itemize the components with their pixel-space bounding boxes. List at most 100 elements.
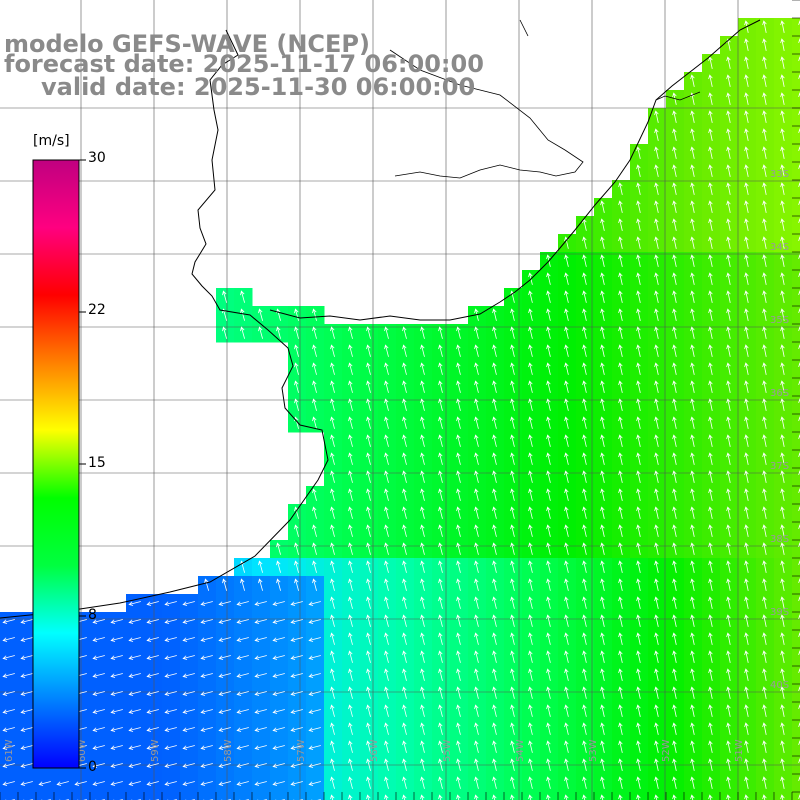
wind-arrow <box>654 578 659 591</box>
wind-arrow <box>780 704 785 717</box>
wind-arrow <box>726 470 731 483</box>
lat-label: 40S <box>770 680 789 691</box>
wind-arrow <box>690 776 695 789</box>
wind-cell <box>792 594 800 613</box>
wind-arrow <box>420 380 425 393</box>
wind-arrow <box>780 128 785 141</box>
wind-arrow <box>744 182 749 195</box>
wind-arrow <box>20 709 33 714</box>
wind-arrow <box>744 236 749 249</box>
wind-arrow <box>654 146 659 159</box>
wind-cell <box>180 792 199 800</box>
wind-arrow <box>528 434 533 447</box>
wind-arrow <box>308 709 321 714</box>
wind-arrow <box>618 254 623 267</box>
wind-arrow <box>420 686 425 699</box>
lon-label: 53W <box>588 739 599 762</box>
wind-arrow <box>366 488 371 501</box>
wind-arrow <box>744 524 749 537</box>
wind-arrow <box>564 686 569 699</box>
wind-arrow <box>492 650 497 663</box>
wind-arrow <box>636 506 641 519</box>
wind-arrow <box>744 434 749 447</box>
wind-arrow <box>762 614 767 627</box>
wind-arrow <box>582 398 587 411</box>
wind-arrow <box>672 398 677 411</box>
wind-arrow <box>492 506 497 519</box>
wind-arrow <box>726 182 731 195</box>
wind-arrow <box>654 758 659 771</box>
wind-arrow <box>654 560 659 573</box>
wind-arrow <box>528 344 533 357</box>
wind-arrow <box>672 740 677 753</box>
wind-arrow <box>510 308 515 321</box>
wind-arrow <box>726 290 731 303</box>
wind-arrow <box>438 524 443 537</box>
wind-arrow <box>402 578 407 591</box>
wind-arrow <box>564 524 569 537</box>
wind-arrow <box>582 326 587 339</box>
wind-arrow <box>330 380 335 393</box>
wind-arrow <box>308 691 321 696</box>
wind-arrow <box>182 763 195 768</box>
wind-cell <box>234 792 253 800</box>
lat-label: 35S <box>770 315 789 326</box>
wind-arrow <box>636 236 641 249</box>
wind-arrow <box>618 794 623 800</box>
wind-arrow <box>366 344 371 357</box>
wind-arrow <box>690 470 695 483</box>
wind-arrow <box>308 727 321 732</box>
wind-arrow <box>474 668 479 681</box>
wind-arrow <box>690 218 695 231</box>
wind-arrow <box>636 416 641 429</box>
wind-arrow <box>420 452 425 465</box>
wind-arrow <box>762 398 767 411</box>
wind-arrow <box>744 632 749 645</box>
wind-arrow <box>744 38 749 51</box>
wind-arrow <box>654 308 659 321</box>
wind-arrow <box>236 655 249 660</box>
wind-arrow <box>510 632 515 645</box>
wind-arrow <box>636 146 641 159</box>
wind-arrow <box>744 776 749 789</box>
wind-arrow <box>276 560 281 573</box>
wind-arrow <box>780 164 785 177</box>
wind-arrow <box>618 668 623 681</box>
wind-arrow <box>128 637 141 642</box>
wind-arrow <box>726 380 731 393</box>
lon-label: 52W <box>661 739 672 762</box>
wind-arrow <box>726 362 731 375</box>
wind-arrow <box>402 488 407 501</box>
wind-arrow <box>672 236 677 249</box>
wind-arrow <box>780 758 785 771</box>
wind-arrow <box>200 709 213 714</box>
wind-arrow <box>564 542 569 555</box>
wind-cell <box>792 234 800 253</box>
wind-arrow <box>384 542 389 555</box>
wind-cell <box>450 792 469 800</box>
wind-arrow <box>780 308 785 321</box>
wind-arrow <box>636 380 641 393</box>
wind-arrow <box>762 794 767 800</box>
wind-arrow <box>200 619 213 624</box>
wind-arrow <box>330 740 335 753</box>
wind-arrow <box>384 794 389 800</box>
wind-arrow <box>492 560 497 573</box>
wind-arrow <box>402 686 407 699</box>
wind-arrow <box>366 632 371 645</box>
wind-arrow <box>636 470 641 483</box>
wind-arrow <box>348 362 353 375</box>
colorbar-unit: [m/s] <box>33 133 70 149</box>
wind-arrow <box>366 326 371 339</box>
wind-arrow <box>492 452 497 465</box>
wind-arrow <box>780 110 785 123</box>
wind-arrow <box>672 218 677 231</box>
wind-arrow <box>618 722 623 735</box>
wind-arrow <box>672 164 677 177</box>
wind-arrow <box>726 128 731 141</box>
wind-arrow <box>690 704 695 717</box>
wind-arrow <box>744 668 749 681</box>
wind-arrow <box>528 560 533 573</box>
wind-arrow <box>690 758 695 771</box>
wind-arrow <box>366 524 371 537</box>
